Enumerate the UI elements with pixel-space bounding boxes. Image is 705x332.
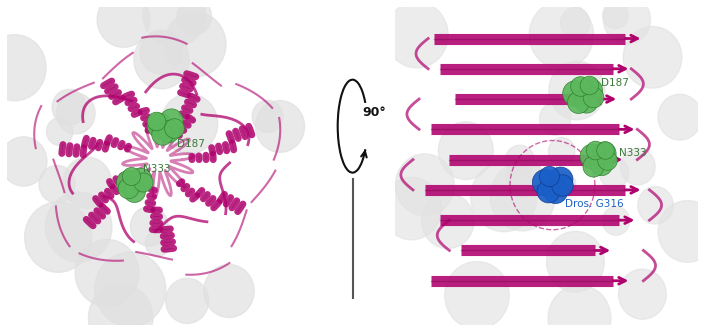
Point [150, 119, 161, 124]
Circle shape [658, 201, 705, 262]
Circle shape [490, 162, 556, 231]
Point [599, 151, 610, 156]
Point [556, 183, 568, 188]
Circle shape [39, 165, 75, 203]
Circle shape [52, 89, 86, 125]
Point [600, 147, 611, 153]
Point [601, 157, 613, 162]
Circle shape [97, 0, 150, 47]
Circle shape [134, 31, 189, 89]
Circle shape [603, 0, 651, 44]
Circle shape [546, 231, 604, 292]
Circle shape [166, 278, 209, 323]
Text: D187: D187 [601, 78, 629, 88]
Circle shape [505, 145, 534, 176]
Circle shape [539, 103, 570, 135]
Point [138, 179, 149, 185]
Point [554, 176, 565, 181]
Circle shape [0, 35, 46, 101]
Point [165, 117, 176, 123]
Circle shape [47, 118, 73, 145]
Circle shape [382, 177, 441, 240]
Point [587, 154, 598, 159]
Point [589, 147, 601, 153]
Circle shape [551, 172, 576, 198]
Point [542, 189, 553, 194]
Circle shape [623, 27, 682, 88]
Circle shape [445, 262, 509, 329]
Point [123, 179, 134, 185]
Circle shape [618, 269, 666, 319]
Circle shape [599, 157, 629, 188]
Circle shape [548, 137, 575, 165]
Text: Dros. G316: Dros. G316 [565, 200, 623, 209]
Circle shape [145, 230, 170, 256]
Point [153, 122, 164, 127]
Circle shape [130, 207, 168, 246]
Circle shape [56, 93, 95, 134]
Circle shape [637, 187, 673, 224]
Circle shape [88, 284, 153, 332]
Circle shape [161, 94, 218, 154]
Point [583, 82, 594, 87]
Point [168, 125, 179, 130]
Circle shape [548, 285, 611, 332]
Circle shape [560, 8, 590, 39]
Point [580, 98, 591, 103]
Point [584, 87, 596, 92]
Circle shape [471, 162, 537, 232]
Point [539, 179, 551, 185]
Circle shape [143, 0, 206, 47]
Circle shape [658, 94, 701, 140]
Point [550, 189, 561, 194]
Circle shape [255, 101, 305, 152]
Circle shape [45, 192, 112, 262]
Circle shape [620, 148, 655, 185]
Text: N333: N333 [144, 164, 171, 174]
Point [572, 100, 584, 105]
Circle shape [164, 12, 226, 77]
Text: D187: D187 [177, 139, 204, 149]
Text: 90°: 90° [362, 106, 386, 119]
Point [129, 189, 140, 194]
Point [156, 131, 167, 137]
Point [574, 84, 585, 89]
Circle shape [422, 193, 474, 248]
Point [135, 176, 146, 181]
Point [588, 95, 599, 100]
Circle shape [529, 1, 594, 69]
Circle shape [506, 158, 543, 198]
Circle shape [63, 157, 111, 208]
Circle shape [439, 122, 493, 180]
Circle shape [386, 2, 448, 68]
Point [162, 128, 173, 133]
Point [570, 90, 581, 95]
Text: N333: N333 [619, 148, 646, 158]
Circle shape [177, 0, 212, 35]
Point [588, 163, 599, 169]
Circle shape [602, 207, 630, 235]
Circle shape [94, 252, 166, 327]
Circle shape [549, 61, 605, 120]
Point [595, 162, 606, 167]
Circle shape [204, 265, 255, 317]
Point [123, 186, 134, 191]
Circle shape [603, 2, 628, 29]
Circle shape [252, 100, 283, 132]
Circle shape [25, 202, 92, 272]
Point [544, 173, 555, 178]
Circle shape [396, 154, 454, 216]
Circle shape [140, 31, 182, 74]
Circle shape [75, 239, 139, 306]
Point [125, 173, 137, 178]
Circle shape [0, 137, 47, 186]
